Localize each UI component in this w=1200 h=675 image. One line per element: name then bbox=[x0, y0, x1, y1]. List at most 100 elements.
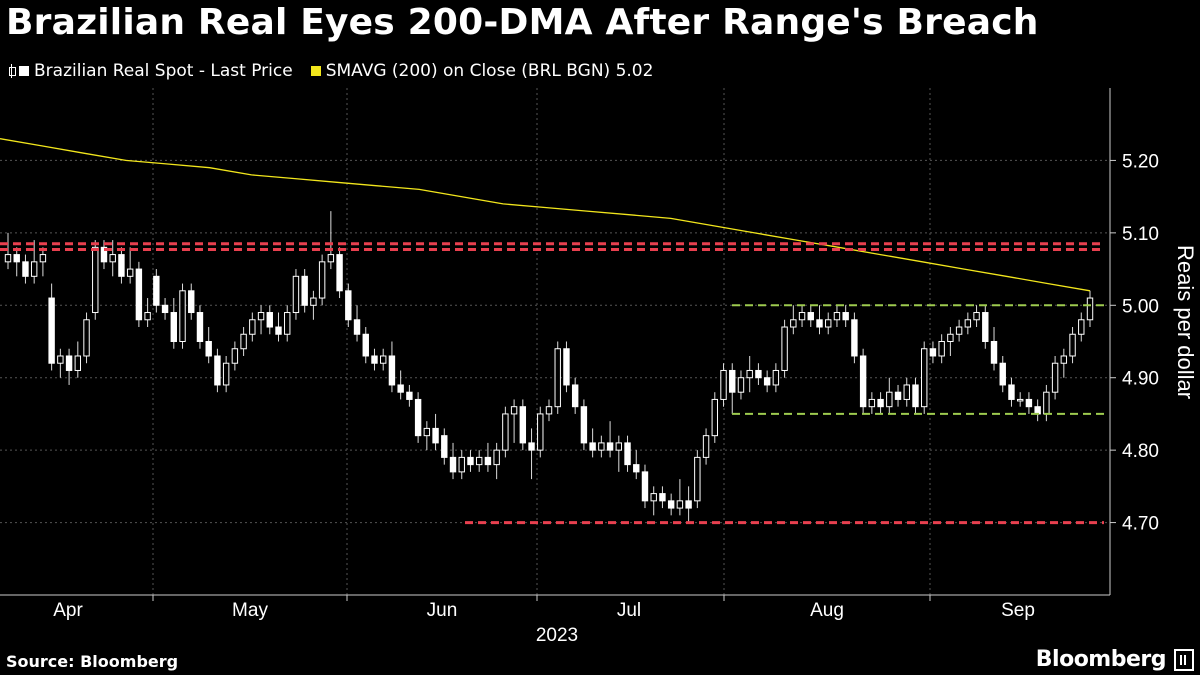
candle-body bbox=[231, 348, 239, 364]
candle-body bbox=[65, 355, 73, 371]
candle-body bbox=[327, 254, 335, 263]
candle-body bbox=[737, 377, 745, 393]
candle-body bbox=[1016, 398, 1024, 402]
candle-body bbox=[912, 384, 919, 408]
candle-body bbox=[4, 254, 12, 263]
y-tick-label: 5.20 bbox=[1122, 151, 1159, 172]
legend-label-spot: Brazilian Real Spot - Last Price bbox=[34, 61, 293, 81]
bloomberg-terminal-icon bbox=[1174, 649, 1194, 671]
candle-body bbox=[947, 333, 954, 342]
candle-body bbox=[964, 319, 972, 328]
candle-body bbox=[13, 254, 20, 263]
candlestick-icon bbox=[8, 64, 17, 78]
candle-body bbox=[589, 442, 596, 451]
candle-body bbox=[1078, 319, 1085, 335]
candle-body bbox=[92, 246, 99, 314]
candle-body bbox=[816, 319, 823, 328]
candle-body bbox=[22, 261, 29, 277]
candle-body bbox=[633, 464, 640, 473]
candle-body bbox=[423, 427, 431, 437]
x-tick-label: Apr bbox=[53, 600, 83, 621]
candle-body bbox=[1043, 391, 1050, 415]
candle-body bbox=[763, 377, 771, 386]
candle-body bbox=[606, 442, 614, 451]
candle-body bbox=[467, 456, 474, 466]
y-tick-label: 4.90 bbox=[1122, 369, 1159, 390]
candle-body bbox=[685, 500, 692, 509]
candle-body bbox=[903, 384, 910, 400]
candle-body bbox=[170, 312, 177, 342]
candle-body bbox=[545, 406, 553, 415]
candle-body bbox=[729, 369, 736, 393]
y-axis-label: Reais per dollar bbox=[1173, 245, 1198, 399]
candle-body bbox=[414, 398, 422, 437]
candle-body bbox=[755, 369, 762, 379]
candle-body bbox=[144, 312, 151, 321]
candle-body bbox=[868, 398, 876, 408]
x-tick-label: Aug bbox=[810, 600, 844, 621]
candle-body bbox=[702, 435, 710, 458]
candle-body bbox=[798, 312, 806, 321]
candle-body bbox=[179, 290, 186, 342]
candle-body bbox=[571, 384, 579, 408]
candle-body bbox=[650, 493, 657, 502]
candle-body bbox=[938, 341, 945, 357]
candle-body bbox=[1060, 355, 1068, 364]
candle-body bbox=[214, 355, 221, 386]
source-note: Source: Bloomberg bbox=[6, 652, 179, 671]
candle-body bbox=[397, 384, 404, 393]
candle-body bbox=[249, 319, 256, 335]
candle-body bbox=[694, 456, 701, 502]
candle-body bbox=[667, 500, 675, 509]
candle-body bbox=[851, 319, 858, 357]
candle-body bbox=[432, 427, 439, 444]
legend-item-sma: SMAVG (200) on Close (BRL BGN) 5.02 bbox=[310, 61, 653, 81]
candle-body bbox=[624, 442, 631, 466]
candle-body bbox=[484, 456, 492, 466]
candle-body bbox=[580, 406, 588, 444]
candle-body bbox=[118, 254, 125, 277]
candle-body bbox=[955, 326, 963, 335]
candle-body bbox=[982, 312, 989, 342]
candle-body bbox=[1034, 406, 1041, 415]
candle-body bbox=[48, 297, 55, 364]
candle-body bbox=[257, 312, 265, 321]
candle-body bbox=[1008, 384, 1015, 400]
candle-body bbox=[676, 500, 684, 509]
candle-body bbox=[598, 442, 605, 451]
candle-body bbox=[371, 355, 378, 364]
candle-body bbox=[493, 449, 500, 466]
candle-body bbox=[772, 369, 780, 386]
candle-body bbox=[641, 471, 649, 502]
x-tick-label: Sep bbox=[1001, 600, 1035, 621]
candle-body bbox=[711, 398, 718, 437]
candle-body bbox=[475, 456, 483, 466]
legend-swatch-spot bbox=[19, 66, 29, 76]
candle-body bbox=[510, 406, 518, 415]
x-tick-label: Jul bbox=[617, 600, 641, 621]
candle-body bbox=[266, 312, 273, 328]
candle-body bbox=[615, 442, 623, 451]
candle-body bbox=[973, 312, 980, 321]
candle-body bbox=[1086, 297, 1094, 321]
y-tick-label: 4.70 bbox=[1122, 514, 1159, 535]
candle-body bbox=[807, 312, 814, 321]
x-tick-label: May bbox=[232, 600, 268, 621]
y-tick-label: 5.00 bbox=[1122, 296, 1159, 317]
candle-body bbox=[109, 254, 116, 263]
candle-body bbox=[894, 391, 902, 400]
candle-body bbox=[188, 290, 195, 314]
candle-body bbox=[720, 369, 727, 400]
candle-body bbox=[790, 319, 797, 328]
candle-body bbox=[519, 406, 527, 444]
candle-body bbox=[441, 435, 448, 458]
candle-body bbox=[380, 355, 387, 364]
candle-body bbox=[222, 362, 230, 386]
candle-body bbox=[284, 312, 291, 335]
candle-body bbox=[30, 261, 38, 277]
x-tick-label: Jun bbox=[427, 600, 458, 621]
candle-body bbox=[57, 355, 64, 364]
candle-body bbox=[345, 290, 352, 321]
candle-body bbox=[554, 348, 561, 408]
